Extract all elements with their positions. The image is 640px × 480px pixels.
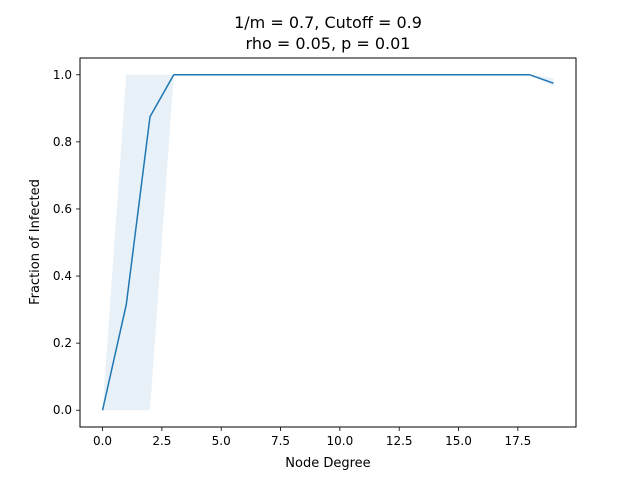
x-tick-label: 0.0: [93, 434, 112, 448]
x-axis-label: Node Degree: [285, 456, 370, 471]
y-axis-label: Fraction of Infected: [28, 179, 43, 305]
y-tick-label: 0.2: [53, 336, 72, 350]
x-tick-label: 15.0: [445, 434, 472, 448]
y-tick-label: 1.0: [53, 68, 72, 82]
plot-area: [101, 74, 554, 411]
x-tick-label: 12.5: [386, 434, 413, 448]
y-axis-ticks: 0.0 0.2 0.4 0.6 0.8 1.0: [53, 68, 80, 417]
chart-title-line2: rho = 0.05, p = 0.01: [246, 34, 411, 53]
x-tick-label: 17.5: [504, 434, 531, 448]
x-tick-label: 2.5: [152, 434, 171, 448]
x-tick-label: 5.0: [212, 434, 231, 448]
chart-title-line1: 1/m = 0.7, Cutoff = 0.9: [234, 13, 422, 32]
confidence-band: [102, 74, 554, 411]
y-tick-label: 0.6: [53, 202, 72, 216]
y-tick-label: 0.4: [53, 269, 72, 283]
x-tick-label: 7.5: [271, 434, 290, 448]
x-tick-label: 10.0: [327, 434, 354, 448]
x-axis-ticks: 0.0 2.5 5.0 7.5 10.0 12.5 15.0 17.5: [93, 427, 531, 448]
y-tick-label: 0.0: [53, 403, 72, 417]
axes-frame: [79, 57, 577, 428]
series-line: [101, 74, 554, 411]
y-tick-label: 0.8: [53, 135, 72, 149]
